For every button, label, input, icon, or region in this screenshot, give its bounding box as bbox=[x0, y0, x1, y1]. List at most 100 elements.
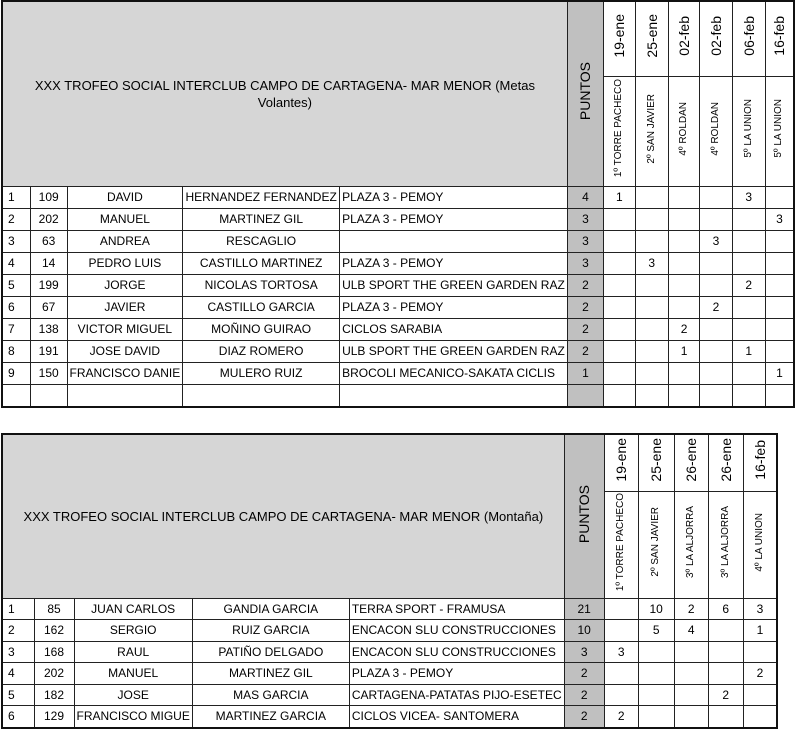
table-row: 2 202 MANUEL MARTINEZ GIL PLAZA 3 - PEMOY 3 3 bbox=[1, 207, 795, 231]
puntos-header: PUNTOS bbox=[563, 433, 605, 599]
date-label: 02-feb bbox=[676, 16, 693, 57]
race-points-cell bbox=[637, 705, 675, 729]
rank-cell: 8 bbox=[1, 339, 31, 363]
first-name-cell: JOSE DAVID bbox=[66, 339, 184, 363]
venue-header: 4º ROLDAN bbox=[667, 75, 701, 187]
venue-header: 5º LA UNION bbox=[764, 75, 795, 187]
surname-cell: GANDIA GARCIA bbox=[191, 597, 350, 621]
venue-label: 5º LA UNION bbox=[773, 99, 785, 158]
date-header-row: XXX TROFEO SOCIAL INTERCLUB CAMPO DE CAR… bbox=[1, 0, 795, 187]
race-points-cell bbox=[742, 705, 778, 729]
venue-header-row: 1º TORRE PACHECO 2º SAN JAVIER 3º LA ALJOR… bbox=[2, 490, 778, 599]
points-cell bbox=[566, 383, 605, 407]
rank-cell bbox=[1, 383, 31, 407]
points-cell: 1 bbox=[566, 361, 605, 385]
race-points-cell bbox=[764, 383, 795, 407]
race-points-cell bbox=[699, 251, 733, 275]
race-points-cell bbox=[634, 229, 669, 253]
rank-cell: 3 bbox=[1, 229, 31, 253]
race-points-cell bbox=[634, 273, 669, 297]
date-header: 02-feb bbox=[699, 0, 733, 77]
race-points-cell: 2 bbox=[673, 597, 709, 621]
puntos-label: PUNTOS bbox=[576, 484, 593, 543]
bib-cell: 168 bbox=[33, 640, 75, 664]
venue-label: 3º LA ALJORRA bbox=[685, 505, 697, 579]
race-points-cell bbox=[731, 361, 766, 385]
race-points-cell: 3 bbox=[699, 229, 733, 253]
race-points-cell bbox=[603, 339, 636, 363]
bib-cell: 67 bbox=[29, 295, 68, 319]
table-row: 4 202 MANUEL MARTINEZ GIL PLAZA 3 - PEMOY 2 2 bbox=[1, 662, 778, 685]
venue-label: 4º ROLDAN bbox=[678, 101, 690, 156]
race-points-cell bbox=[764, 295, 795, 319]
team-cell: TERRA SPORT - FRAMUSA bbox=[348, 597, 565, 621]
points-cell: 3 bbox=[566, 229, 605, 253]
race-points-cell bbox=[764, 229, 795, 253]
first-name-cell: ANDREA bbox=[66, 229, 184, 253]
date-label: 25-ene bbox=[648, 438, 665, 483]
bib-cell: 150 bbox=[29, 361, 68, 385]
table-title: XXX TROFEO SOCIAL INTERCLUB CAMPO DE CAR… bbox=[1, 433, 565, 599]
surname-cell: RESCAGLIO bbox=[182, 229, 341, 253]
race-points-cell bbox=[603, 683, 639, 707]
race-points-cell: 6 bbox=[707, 597, 744, 621]
points-cell: 2 bbox=[566, 295, 605, 319]
venue-label: 1º TORRE PACHECO bbox=[615, 492, 627, 592]
venue-header: 3º LA ALJORRA bbox=[707, 490, 744, 599]
race-points-cell bbox=[637, 640, 675, 664]
date-label: 25-ene bbox=[643, 14, 660, 59]
race-points-cell bbox=[603, 361, 636, 385]
race-points-cell bbox=[603, 207, 636, 231]
venue-header-row: 1º TORRE PACHECO 2º SAN JAVIER 4º ROLDAN 4º… bbox=[2, 75, 795, 187]
race-points-cell bbox=[603, 295, 636, 319]
team-cell: PLAZA 3 - PEMOY bbox=[339, 207, 568, 231]
venue-header: 4º LA UNION bbox=[742, 490, 778, 599]
race-points-cell: 5 bbox=[637, 619, 675, 642]
table-row: 6 129 FRANCISCO MIGUE MARTINEZ GARCIA CICLOS… bbox=[1, 705, 778, 729]
table-row: 6 67 JAVIER CASTILLO GARCIA PLAZA 3 - PEMOY 2… bbox=[1, 295, 795, 319]
first-name-cell: PEDRO LUIS bbox=[66, 251, 184, 275]
race-points-cell: 3 bbox=[634, 251, 669, 275]
date-header: 02-feb bbox=[667, 0, 701, 77]
race-points-cell bbox=[731, 251, 766, 275]
race-points-cell bbox=[667, 207, 701, 231]
race-points-cell: 1 bbox=[731, 339, 766, 363]
race-points-cell: 2 bbox=[603, 705, 639, 729]
table-row: 5 182 JOSE MAS GARCIA CARTAGENA-PATATAS PIJO… bbox=[1, 683, 778, 707]
venue-label: 2º SAN JAVIER bbox=[650, 507, 662, 577]
race-points-cell: 3 bbox=[764, 207, 795, 231]
bib-cell: 202 bbox=[33, 662, 75, 685]
race-points-cell bbox=[742, 640, 778, 664]
table-title: XXX TROFEO SOCIAL INTERCLUB CAMPO DE CAR… bbox=[1, 0, 568, 187]
first-name-cell: FRANCISCO MIGUE bbox=[73, 705, 193, 729]
date-label: 16-feb bbox=[751, 440, 768, 481]
points-cell: 10 bbox=[563, 619, 605, 642]
race-points-cell bbox=[634, 207, 669, 231]
table-row: 1 109 DAVID HERNANDEZ FERNANDEZ PLAZA 3 - PE… bbox=[1, 185, 795, 209]
race-points-cell: 1 bbox=[742, 619, 778, 642]
rank-cell: 4 bbox=[1, 662, 35, 685]
race-points-cell bbox=[603, 229, 636, 253]
team-cell: BROCOLI MECANICO-SAKATA CICLIS bbox=[339, 361, 568, 385]
venue-label: 1º TORRE PACHECO bbox=[613, 79, 625, 178]
points-cell: 2 bbox=[566, 317, 605, 341]
surname-cell: HERNANDEZ FERNANDEZ bbox=[182, 185, 341, 209]
date-header: 25-ene bbox=[634, 0, 669, 77]
points-cell: 4 bbox=[566, 185, 605, 209]
venue-header: 4º ROLDAN bbox=[699, 75, 733, 187]
montana-table: XXX TROFEO SOCIAL INTERCLUB CAMPO DE CAR… bbox=[1, 433, 779, 729]
venue-label: 3º LA ALJORRA bbox=[719, 505, 731, 579]
date-label: 26-ene bbox=[717, 438, 734, 483]
first-name-cell: JOSE bbox=[73, 683, 193, 707]
bib-cell: 162 bbox=[33, 619, 75, 642]
first-name-cell: DAVID bbox=[66, 185, 184, 209]
race-points-cell: 3 bbox=[731, 185, 766, 209]
table-row: 9 150 FRANCISCO DANIE MULERO RUIZ BROCOLI ME… bbox=[1, 361, 795, 385]
race-points-cell bbox=[667, 229, 701, 253]
rank-cell: 3 bbox=[1, 640, 35, 664]
puntos-header: PUNTOS bbox=[566, 0, 605, 187]
team-cell: ENCACON SLU CONSTRUCCIONES bbox=[348, 619, 565, 642]
first-name-cell: MANUEL bbox=[73, 662, 193, 685]
bib-cell: 199 bbox=[29, 273, 68, 297]
points-cell: 2 bbox=[563, 662, 605, 685]
